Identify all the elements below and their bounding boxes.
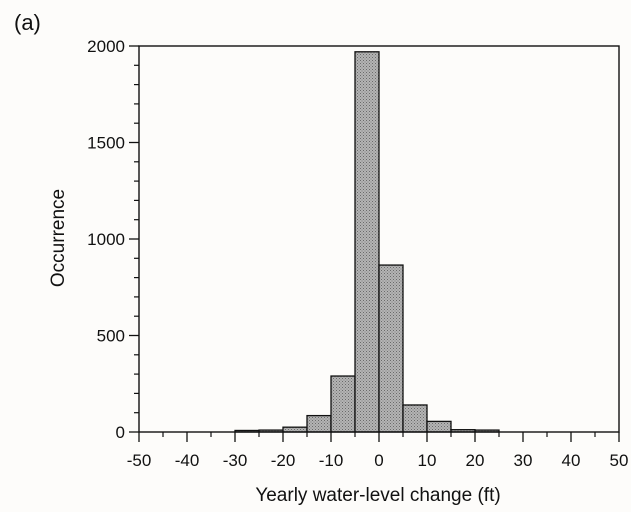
histogram-bar — [354, 51, 380, 433]
y-tick-label: 1000 — [87, 230, 125, 249]
plot-area: -50 -40 -30 -20 -10 0 10 20 30 40 5005001000150020… — [87, 37, 628, 470]
x-tick-label: -50 — [127, 451, 152, 470]
x-tick-label: -40 — [175, 451, 200, 470]
histogram-bar — [426, 420, 452, 433]
histogram-bar — [282, 426, 308, 433]
x-tick-label: 50 — [610, 451, 629, 470]
histogram-bar — [306, 414, 332, 433]
x-tick-label: -30 — [223, 451, 248, 470]
x-tick-label: 40 — [562, 451, 581, 470]
panel-label: (a) — [14, 10, 41, 35]
x-tick-label: 20 — [466, 451, 485, 470]
x-tick-label: 10 — [418, 451, 437, 470]
histogram-bar — [378, 264, 404, 433]
x-axis-label: Yearly water-level change (ft) — [255, 485, 500, 506]
x-tick-label: 0 — [374, 451, 383, 470]
histogram-bar — [330, 375, 356, 433]
y-tick-label: 500 — [97, 327, 125, 346]
y-tick-label: 2000 — [87, 37, 125, 56]
x-tick-label: 30 — [514, 451, 533, 470]
y-axis-label: Occurrence — [48, 189, 69, 287]
y-tick-label: 1500 — [87, 134, 125, 153]
y-tick-label: 0 — [116, 423, 125, 442]
x-tick-label: -10 — [319, 451, 344, 470]
x-tick-label: -20 — [271, 451, 296, 470]
histogram-bar — [402, 404, 428, 433]
